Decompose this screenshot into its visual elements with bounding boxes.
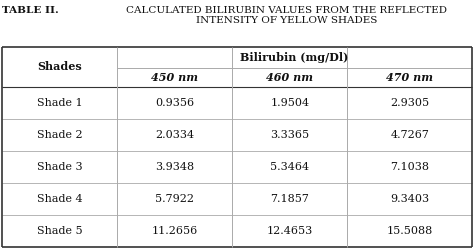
Text: 7.1857: 7.1857 [271, 194, 310, 204]
Text: 470 nm: 470 nm [386, 72, 433, 83]
Text: Shade 5: Shade 5 [37, 226, 82, 236]
Text: Shade 2: Shade 2 [37, 130, 82, 140]
Text: 7.1038: 7.1038 [390, 162, 429, 172]
Text: 9.3403: 9.3403 [390, 194, 429, 204]
Text: Shades: Shades [37, 62, 82, 72]
Text: 460 nm: 460 nm [266, 72, 313, 83]
Text: 11.2656: 11.2656 [152, 226, 198, 236]
Text: 3.3365: 3.3365 [270, 130, 310, 140]
Text: 3.9348: 3.9348 [155, 162, 194, 172]
Text: CALCULATED BILIRUBIN VALUES FROM THE REFLECTED
INTENSITY OF YELLOW SHADES: CALCULATED BILIRUBIN VALUES FROM THE REF… [126, 6, 447, 25]
Text: 15.5088: 15.5088 [387, 226, 433, 236]
Text: Shade 3: Shade 3 [37, 162, 82, 172]
Text: Shade 1: Shade 1 [37, 98, 82, 108]
Text: 5.3464: 5.3464 [270, 162, 310, 172]
Text: 12.4653: 12.4653 [267, 226, 313, 236]
Text: 450 nm: 450 nm [151, 72, 198, 83]
Text: TABLE II.: TABLE II. [2, 6, 59, 15]
Text: 2.0334: 2.0334 [155, 130, 194, 140]
Text: 2.9305: 2.9305 [390, 98, 429, 108]
Text: 4.7267: 4.7267 [390, 130, 429, 140]
Text: Bilirubin (mg/Dl): Bilirubin (mg/Dl) [240, 52, 349, 63]
Text: Shade 4: Shade 4 [37, 194, 82, 204]
Text: 5.7922: 5.7922 [155, 194, 194, 204]
Text: 1.9504: 1.9504 [270, 98, 310, 108]
Text: 0.9356: 0.9356 [155, 98, 194, 108]
